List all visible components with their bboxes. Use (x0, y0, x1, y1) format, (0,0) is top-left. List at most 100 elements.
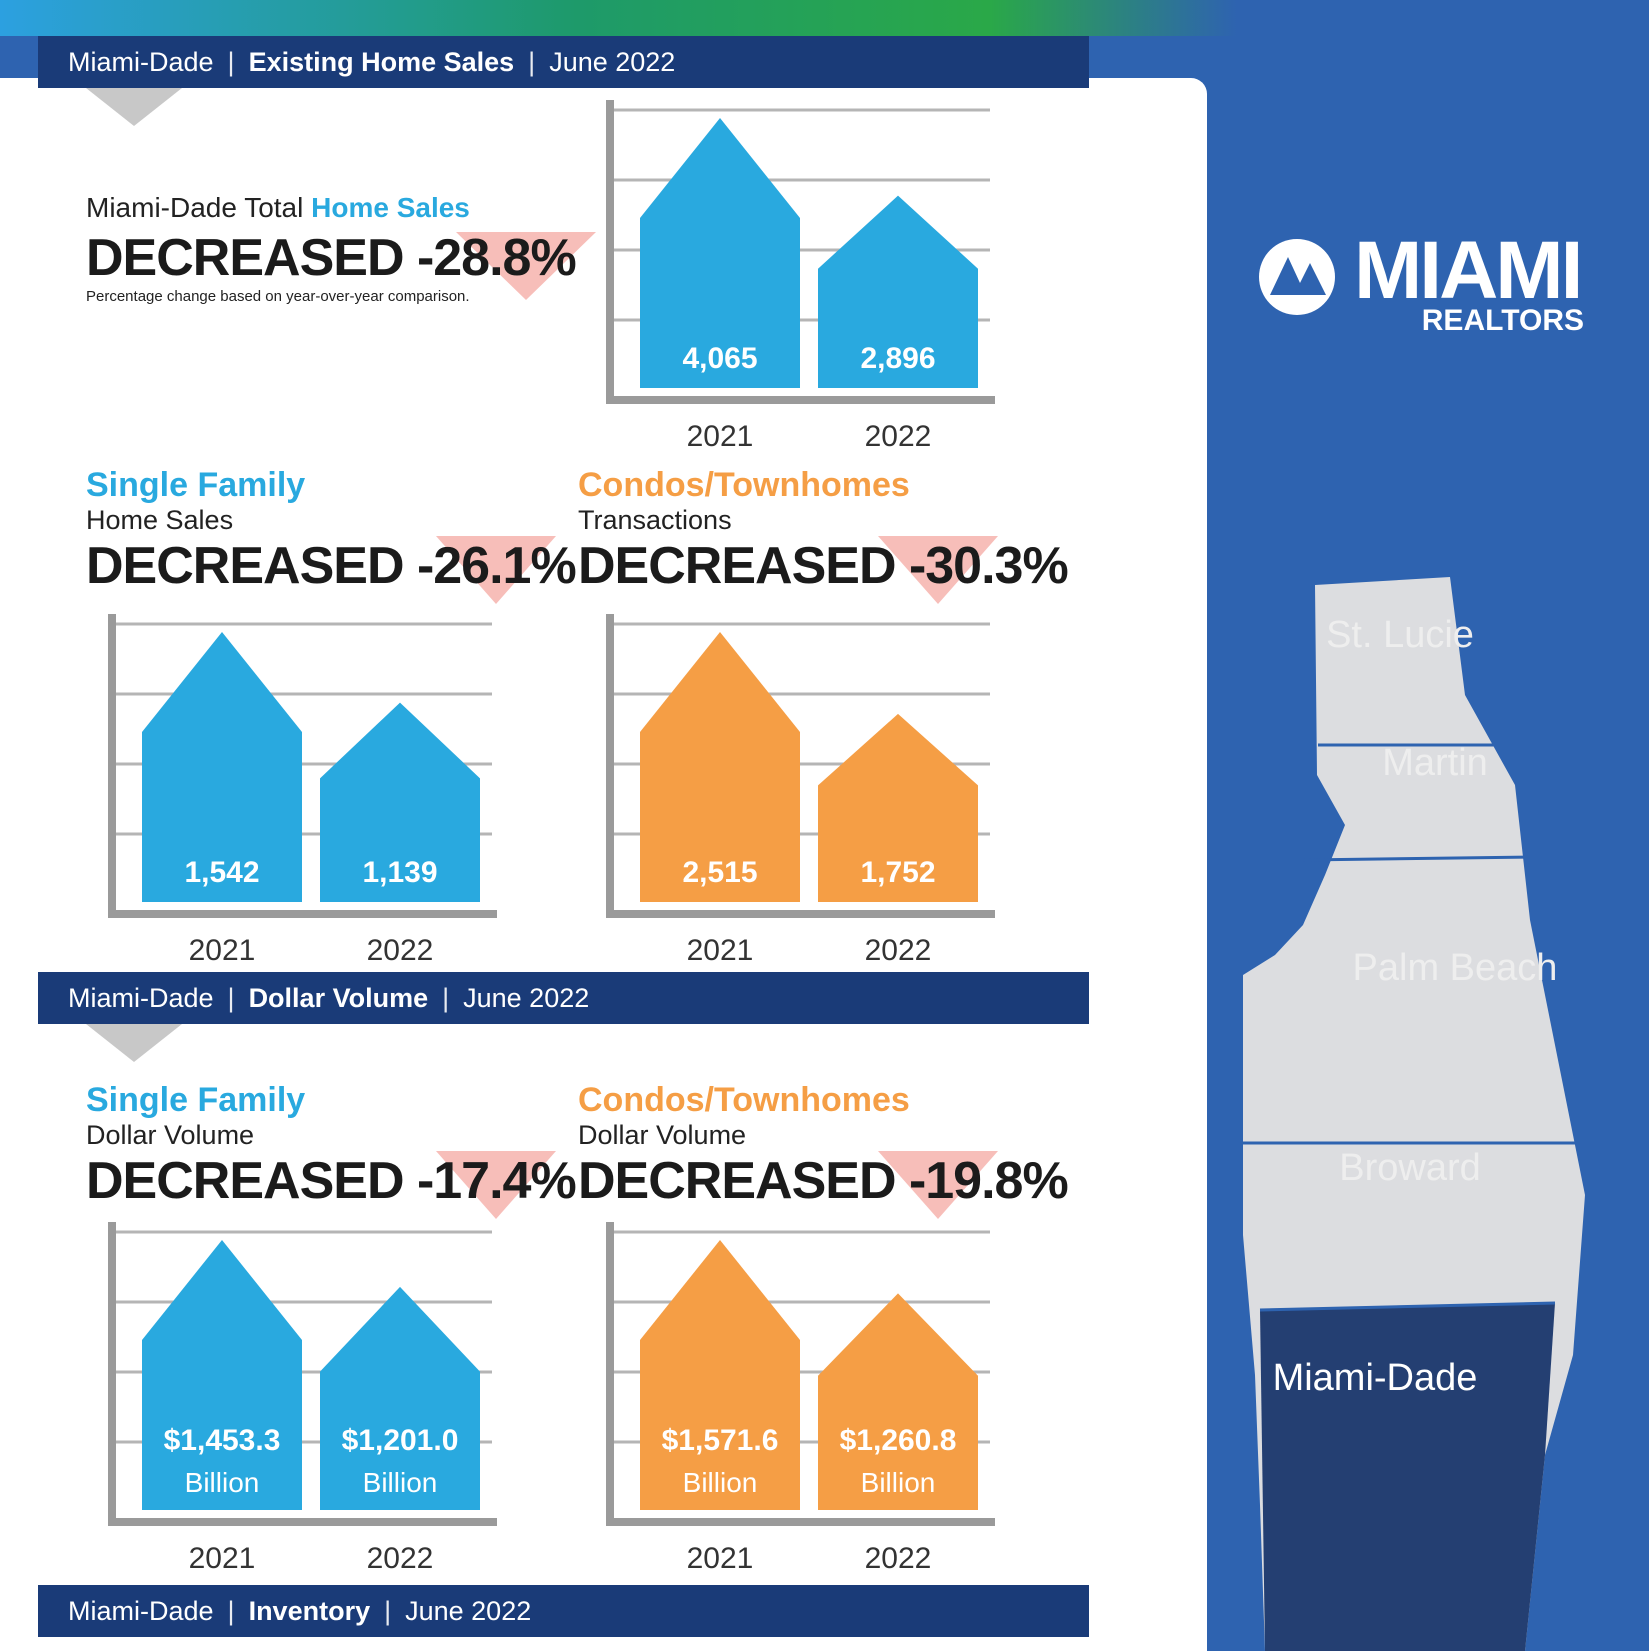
bar-2021 (640, 118, 800, 388)
miami-realtors-logo: MIAMI REALTORS (1252, 230, 1592, 340)
bar-2021 (142, 632, 302, 902)
sf-volume-subtitle: Dollar Volume (86, 1120, 255, 1150)
down-arrow-icon (436, 1151, 556, 1219)
bar-2021 (142, 1240, 302, 1510)
county-label-broward: Broward (1339, 1147, 1481, 1189)
total-heading: Miami-Dade Total Home Sales (86, 192, 576, 224)
x-tick-label: 2021 (687, 934, 754, 967)
banner-separator: | (227, 1595, 235, 1626)
banner-pointer (86, 1024, 182, 1062)
data-label: $1,201.0 (342, 1424, 459, 1457)
data-sublabel: Billion (185, 1467, 260, 1498)
condo-volume-headline-wrap: DECREASED -19.8% (578, 1151, 1069, 1219)
total-headline: DECREASED -28.8% (86, 229, 577, 287)
banner-period: June 2022 (405, 1595, 532, 1626)
top-color-strip (0, 0, 1649, 36)
chart-sf-volume: $1,453.3 Billion 2021 $1,201.0 Billion 2022 (108, 1222, 497, 1575)
chart-total-sales: 4,065 2021 2,896 2022 (606, 100, 995, 453)
data-label: 4,065 (682, 342, 757, 375)
chart-condo-sales: 2,515 2021 1,752 2022 (606, 614, 995, 967)
x-tick-label: 2022 (865, 934, 932, 967)
section-banner-volume: Miami-Dade | Dollar Volume | June 2022 (38, 972, 1089, 1024)
banner-separator: | (528, 46, 536, 77)
logo-word: MIAMI (1354, 225, 1583, 316)
logo-emblem-icon (1259, 239, 1335, 315)
banner-separator: | (227, 982, 235, 1013)
x-tick-label: 2022 (367, 934, 434, 967)
county-label-miami-dade: Miami-Dade (1273, 1357, 1478, 1399)
x-tick-label: 2022 (865, 420, 932, 453)
total-headline-wrap: DECREASED -28.8% (86, 228, 596, 300)
x-tick-label: 2022 (367, 1542, 434, 1575)
bar-2022 (818, 195, 978, 388)
total-heading-highlight: Home Sales (311, 192, 470, 223)
bar-2022 (320, 1286, 480, 1510)
condo-sales-subtitle: Transactions (578, 505, 732, 535)
x-tick-label: 2021 (687, 1542, 754, 1575)
down-arrow-icon (878, 1151, 998, 1219)
bar-2022 (818, 713, 978, 902)
chart-sf-sales: 1,542 2021 1,139 2022 (108, 614, 497, 967)
total-note: Percentage change based on year-over-yea… (86, 288, 470, 305)
banner-region: Miami-Dade (68, 982, 214, 1013)
section-banner-sales: Miami-Dade | Existing Home Sales | June … (38, 36, 1089, 88)
x-tick-label: 2021 (687, 420, 754, 453)
data-sublabel: Billion (861, 1467, 936, 1498)
condo-sales-category: Condos/Townhomes (578, 466, 910, 504)
condo-sales-headline-wrap: DECREASED -30.3% (578, 536, 1069, 604)
condo-volume-block: Condos/Townhomes Dollar Volume DECREASED… (578, 1081, 1069, 1219)
condo-volume-subtitle: Dollar Volume (578, 1120, 747, 1150)
banner-title: Existing Home Sales (248, 46, 515, 77)
banner-region: Miami-Dade (68, 46, 214, 77)
banner-separator: | (227, 46, 235, 77)
banner-separator: | (442, 982, 450, 1013)
sf-volume-block: Single Family Dollar Volume DECREASED -1… (86, 1081, 577, 1219)
data-label: $1,453.3 (164, 1424, 281, 1457)
banner-period: June 2022 (463, 982, 590, 1013)
map-border (1302, 855, 1534, 862)
banner-pointer (86, 88, 182, 126)
bar-2021 (640, 632, 800, 902)
down-arrow-icon (436, 536, 556, 604)
data-sublabel: Billion (683, 1467, 758, 1498)
total-heading-prefix: Miami-Dade Total (86, 192, 312, 223)
sf-sales-block: Single Family Home Sales DECREASED -26.1… (86, 466, 577, 604)
data-label: 1,542 (184, 856, 259, 889)
down-arrow-icon (878, 536, 998, 604)
map-border (1259, 1301, 1556, 1312)
data-label: $1,260.8 (840, 1424, 957, 1457)
data-label: 2,515 (682, 856, 757, 889)
data-label: $1,571.6 (662, 1424, 779, 1457)
x-tick-label: 2021 (189, 1542, 256, 1575)
data-label: 1,752 (860, 856, 935, 889)
total-sales-block: Miami-Dade Total Home Sales DECREASED -2… (86, 192, 596, 305)
sf-volume-headline-wrap: DECREASED -17.4% (86, 1151, 577, 1219)
condo-volume-headline: DECREASED -19.8% (578, 1152, 1069, 1210)
x-tick-label: 2021 (189, 934, 256, 967)
banner-separator: | (384, 1595, 392, 1626)
data-label: 2,896 (860, 342, 935, 375)
banner-region: Miami-Dade (68, 1595, 214, 1626)
data-label: 1,139 (362, 856, 437, 889)
florida-county-map: St. Lucie Martin Palm Beach Broward Miam… (1243, 577, 1585, 1651)
sf-sales-subtitle: Home Sales (86, 505, 234, 535)
sf-volume-headline: DECREASED -17.4% (86, 1152, 577, 1210)
sf-volume-category: Single Family (86, 1081, 306, 1119)
down-arrow-icon (456, 232, 596, 300)
chart-condo-volume: $1,571.6 Billion 2021 $1,260.8 Billion 2022 (606, 1222, 995, 1575)
banner-title: Inventory (248, 1595, 371, 1626)
sf-sales-headline: DECREASED -26.1% (86, 537, 577, 595)
map-highlight-miami-dade (1260, 1303, 1555, 1651)
county-label-palm-beach: Palm Beach (1353, 947, 1558, 989)
sf-sales-category: Single Family (86, 466, 306, 504)
banner-period: June 2022 (549, 46, 676, 77)
section-banner-inventory: Miami-Dade | Inventory | June 2022 (38, 1585, 1089, 1637)
county-label-st-lucie: St. Lucie (1326, 614, 1474, 656)
sf-sales-headline-wrap: DECREASED -26.1% (86, 536, 577, 604)
county-label-martin: Martin (1382, 742, 1488, 784)
bar-2022 (818, 1293, 978, 1510)
data-sublabel: Billion (363, 1467, 438, 1498)
bar-2021 (640, 1240, 800, 1510)
bar-2022 (320, 702, 480, 902)
condo-volume-category: Condos/Townhomes (578, 1081, 910, 1119)
